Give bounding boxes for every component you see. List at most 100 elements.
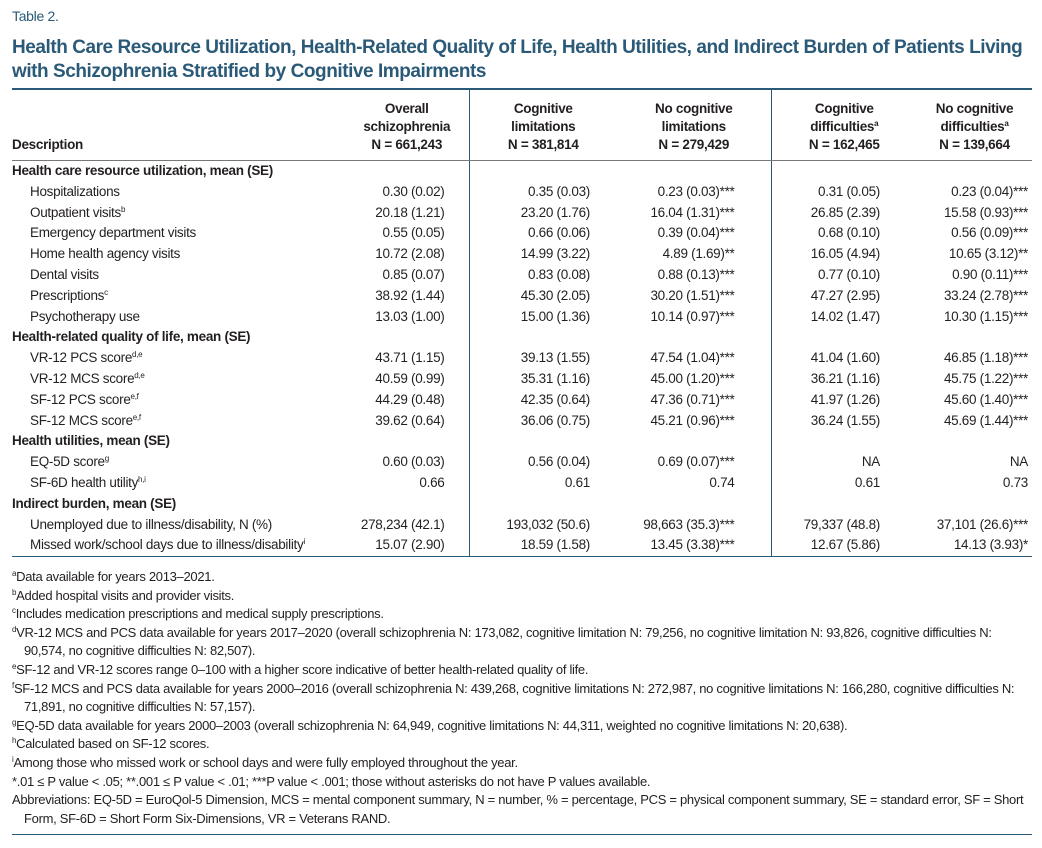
- value-cell: 278,234 (42.1): [360, 516, 445, 532]
- value-cell: 0.74: [709, 474, 735, 490]
- value-cell: 0.30 (0.02): [382, 183, 445, 199]
- value-cell: 45.69 (1.44)***: [943, 412, 1028, 428]
- header-row: Description Overall schizophrenia N = 661,2…: [12, 89, 1032, 161]
- value-cell: NA: [770, 452, 917, 473]
- footnote: *.01 ≤ P value < .05; **.001 ≤ P value <…: [12, 773, 1032, 792]
- header-line: Cognitive: [513, 101, 573, 116]
- value-cell: 15.00 (1.36): [468, 306, 617, 328]
- footnote-mark: d: [12, 624, 17, 634]
- value-cell: 0.56 (0.09)***: [951, 225, 1028, 241]
- row-label-text: Missed work/school days due to illness/d…: [30, 537, 304, 553]
- data-row: Emergency department visits 0.55 (0.05) 0.…: [12, 223, 1032, 245]
- footnote-ref: g: [104, 454, 109, 464]
- footnote-ref: h,i: [138, 474, 146, 484]
- row-label-text: VR-12 PCS score: [30, 350, 133, 366]
- row-label: SF-12 MCS scoree,f: [12, 411, 345, 432]
- bottom-rule: [12, 834, 1032, 835]
- value-cell: 38.92 (1.44): [375, 287, 445, 303]
- empty-cell: [468, 327, 617, 349]
- value-cell: 15.07 (2.90): [375, 537, 445, 553]
- value-cell: 33.24 (2.78)***: [943, 287, 1028, 303]
- value-cell: 23.20 (1.76): [468, 202, 617, 224]
- value-cell: 12.67 (5.86): [770, 535, 917, 557]
- section-heading: Health utilities, mean (SE): [12, 433, 170, 449]
- data-table: Description Overall schizophrenia N = 661,2…: [12, 88, 1032, 558]
- footnote: cIncludes medication prescriptions and m…: [12, 605, 1032, 624]
- row-label-text: VR-12 MCS score: [30, 370, 135, 386]
- value-cell: 37,101 (26.6)***: [936, 516, 1029, 532]
- footnote-text: VR-12 MCS and PCS data available for yea…: [16, 624, 992, 659]
- footnote-mark: h: [12, 736, 17, 746]
- value-cell: 16.04 (1.31)***: [650, 204, 735, 220]
- data-row: Missed work/school days due to illness/d…: [12, 535, 1032, 557]
- footnote-text: Added hospital visits and provider visit…: [16, 587, 235, 603]
- value-cell: 79,337 (48.8): [770, 514, 917, 536]
- row-label-text: Hospitalizations: [30, 183, 120, 199]
- header-line: No cognitive: [655, 101, 733, 116]
- footnote-text: EQ-5D data available for years 2000–2003…: [16, 717, 848, 733]
- row-label: Prescriptionsc: [12, 286, 345, 307]
- empty-cell: [345, 161, 469, 182]
- footnote-text: Data available for years 2013–2021.: [16, 569, 215, 584]
- footnote-mark: f: [12, 680, 14, 690]
- header-line: limitations: [661, 119, 727, 134]
- footnote-text: Includes medication prescriptions and me…: [15, 606, 384, 622]
- data-row: Prescriptionsc 38.92 (1.44) 45.30 (2.05) 30…: [12, 285, 1032, 307]
- value-cell: 0.77 (0.10): [770, 264, 917, 286]
- footnote: gEQ-5D data available for years 2000–200…: [12, 717, 1032, 736]
- header-line: Cognitive: [814, 101, 874, 116]
- value-cell: 13.45 (3.38)***: [650, 537, 735, 553]
- value-cell: 0.39 (0.04)***: [657, 225, 735, 241]
- header-text: Description: [12, 137, 83, 152]
- footnote-mark: c: [12, 606, 16, 616]
- value-cell: 13.03 (1.00): [375, 308, 445, 324]
- row-label: VR-12 MCS scored,e: [12, 369, 345, 390]
- data-row: SF-12 MCS scoree,f 39.62 (0.64) 36.06 (0.7…: [12, 410, 1032, 432]
- data-row: Psychotherapy use 13.03 (1.00) 15.00 (1.36…: [12, 306, 1032, 328]
- data-row: Unemployed due to illness/disability, N …: [12, 514, 1032, 536]
- footnote: Abbreviations: EQ-5D = EuroQol-5 Dimensi…: [12, 791, 1032, 828]
- header-line: Overall: [384, 101, 429, 116]
- data-row: Home health agency visits 10.72 (2.08) 14.…: [12, 244, 1032, 265]
- row-label-text: Prescriptions: [30, 287, 105, 303]
- row-label: Outpatient visitsb: [12, 203, 345, 224]
- footnote-ref: d,e: [134, 370, 145, 380]
- section-row: Health utilities, mean (SE): [12, 431, 1032, 453]
- header-n: N = 661,243: [371, 137, 443, 152]
- footnote-ref: a: [1004, 119, 1009, 128]
- value-cell: 0.35 (0.03): [468, 181, 617, 203]
- empty-cell: [917, 431, 1032, 452]
- footnote-ref: a: [874, 119, 879, 128]
- value-cell: 26.85 (2.39): [770, 202, 917, 224]
- empty-cell: [468, 493, 617, 515]
- value-cell: 39.62 (0.64): [375, 412, 445, 428]
- row-label: Psychotherapy use: [12, 307, 345, 328]
- section-heading: Indirect burden, mean (SE): [12, 495, 176, 511]
- value-cell: 10.72 (2.08): [375, 246, 445, 262]
- footnote-text: SF-12 MCS and PCS data available for yea…: [13, 680, 1015, 715]
- header-n: N = 381,814: [507, 137, 579, 152]
- value-cell: 0.83 (0.08): [468, 264, 617, 286]
- value-cell: 0.61: [770, 472, 917, 494]
- footnote-text: Calculated based on SF-12 scores.: [16, 736, 210, 752]
- footnote-mark: g: [12, 717, 17, 727]
- footnote-ref: e,f: [130, 391, 139, 401]
- value-cell: 15.58 (0.93)***: [943, 204, 1028, 220]
- row-label-text: SF-12 PCS score: [30, 391, 131, 407]
- row-label: Dental visits: [12, 265, 345, 286]
- footnote-mark: b: [12, 587, 17, 597]
- value-cell: NA: [1009, 454, 1028, 470]
- value-cell: 0.23 (0.04)***: [951, 183, 1028, 199]
- value-cell: 0.66: [419, 474, 445, 490]
- value-cell: 45.75 (1.22)***: [943, 370, 1028, 386]
- header-line: difficulties: [810, 119, 875, 134]
- value-cell: 0.31 (0.05): [770, 181, 917, 203]
- table-title: Health Care Resource Utilization, Health…: [12, 37, 1023, 82]
- footnote-mark: a: [12, 569, 17, 578]
- row-label-text: Dental visits: [30, 266, 99, 282]
- value-cell: 20.18 (1.21): [375, 204, 445, 220]
- empty-cell: [770, 327, 917, 349]
- value-cell: 0.73: [1002, 474, 1028, 490]
- value-cell: 47.54 (1.04)***: [650, 350, 735, 366]
- value-cell: 40.59 (0.99): [375, 370, 445, 386]
